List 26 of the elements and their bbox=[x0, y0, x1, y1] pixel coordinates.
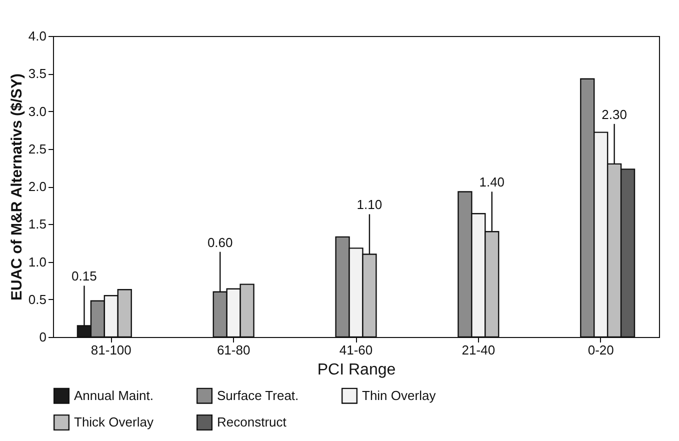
y-tick-label: 1.5 bbox=[28, 216, 46, 232]
y-tick-label: 0.5 bbox=[28, 292, 46, 307]
y-tick-label: 2.5 bbox=[28, 141, 46, 156]
y-tick-label: 3.0 bbox=[28, 104, 46, 119]
y-tick-label: 1.0 bbox=[28, 254, 46, 270]
x-axis-title: PCI Range bbox=[317, 362, 396, 378]
legend-label: Reconstruct bbox=[217, 414, 287, 430]
data-label: 1.10 bbox=[356, 197, 382, 212]
legend-label: Surface Treat. bbox=[217, 388, 299, 403]
x-tick-label: 21-40 bbox=[462, 342, 496, 358]
data-label: 1.40 bbox=[479, 174, 505, 190]
x-tick-label: 81-100 bbox=[90, 342, 132, 358]
data-label: 0.15 bbox=[72, 268, 97, 284]
y-tick-label: 3.5 bbox=[28, 66, 46, 82]
y-tick-label: 0 bbox=[39, 330, 46, 344]
y-tick-label: 2.0 bbox=[28, 179, 46, 194]
data-label: 2.30 bbox=[602, 106, 627, 122]
data-label: 0.60 bbox=[207, 234, 233, 250]
legend-label: Thin Overlay bbox=[362, 388, 436, 403]
x-tick-label: 61-80 bbox=[216, 342, 250, 358]
legend-label: Thick Overlay bbox=[74, 414, 154, 430]
x-tick-label: 0-20 bbox=[588, 342, 614, 358]
y-axis-title: EUAC of M&R Alternativs ($/SY) bbox=[8, 74, 26, 300]
legend-label: Annual Maint. bbox=[74, 388, 154, 403]
y-tick-label: 4.0 bbox=[28, 28, 46, 44]
x-tick-label: 41-60 bbox=[339, 342, 373, 358]
